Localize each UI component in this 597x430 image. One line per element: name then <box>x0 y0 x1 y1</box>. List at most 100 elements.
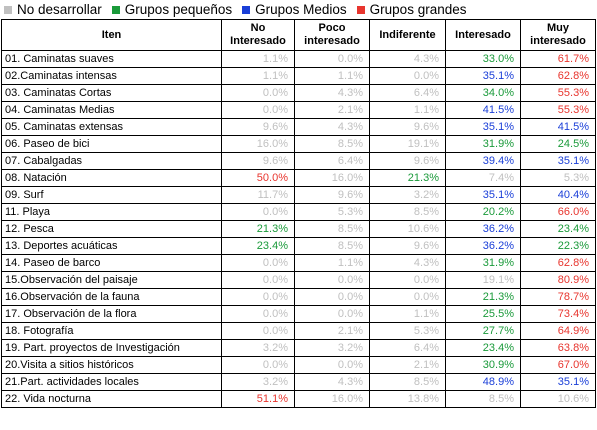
value-cell: 1.1% <box>294 67 370 85</box>
legend-item: Grupos Medios <box>242 2 347 17</box>
item-cell: 18. Fotografía <box>1 322 222 340</box>
value-cell: 21.3% <box>369 169 446 187</box>
value-cell: 51.1% <box>221 390 295 408</box>
table-row: 15.Observación del paisaje 0.0% 0.0% 0.0% 19… <box>1 271 596 289</box>
value-cell: 31.9% <box>445 254 521 272</box>
value-cell: 21.3% <box>445 288 521 306</box>
header-cell: Iten <box>1 19 222 51</box>
legend-swatch <box>111 5 120 14</box>
value-cell: 19.1% <box>445 271 521 289</box>
item-cell: 03. Caminatas Cortas <box>1 84 222 102</box>
value-cell: 55.3% <box>520 101 596 119</box>
value-cell: 0.0% <box>294 356 370 374</box>
value-cell: 16.0% <box>221 135 295 153</box>
value-cell: 27.7% <box>445 322 521 340</box>
value-cell: 0.0% <box>221 254 295 272</box>
value-cell: 7.4% <box>445 169 521 187</box>
item-cell: 07. Cabalgadas <box>1 152 222 170</box>
value-cell: 0.0% <box>221 356 295 374</box>
value-cell: 8.5% <box>294 135 370 153</box>
legend-swatch <box>4 5 12 14</box>
value-cell: 6.4% <box>294 152 370 170</box>
value-cell: 23.4% <box>520 220 596 238</box>
value-cell: 35.1% <box>520 152 596 170</box>
item-cell: 14. Paseo de barco <box>1 254 222 272</box>
value-cell: 0.0% <box>221 84 295 102</box>
table-row: 18. Fotografía 0.0% 2.1% 5.3% 27.7% 64.9% <box>1 322 596 340</box>
value-cell: 1.1% <box>294 254 370 272</box>
value-cell: 6.4% <box>369 84 446 102</box>
value-cell: 10.6% <box>369 220 446 238</box>
value-cell: 10.6% <box>520 390 596 408</box>
header-cell: Indiferente <box>369 19 446 51</box>
value-cell: 8.5% <box>294 237 370 255</box>
table-row: 13. Deportes acuáticas 23.4% 8.5% 9.6% 36.2%… <box>1 237 596 255</box>
table-row: 08. Natación 50.0% 16.0% 21.3% 7.4% 5.3% <box>1 169 596 187</box>
value-cell: 25.5% <box>445 305 521 323</box>
value-cell: 30.9% <box>445 356 521 374</box>
item-cell: 13. Deportes acuáticas <box>1 237 222 255</box>
item-cell: 17. Observación de la flora <box>1 305 222 323</box>
value-cell: 40.4% <box>520 186 596 204</box>
legend-label: Grupos grandes <box>369 2 467 17</box>
value-cell: 62.8% <box>520 254 596 272</box>
value-cell: 80.9% <box>520 271 596 289</box>
value-cell: 0.0% <box>294 50 370 68</box>
legend-swatch <box>242 5 251 14</box>
value-cell: 8.5% <box>369 203 446 221</box>
value-cell: 3.2% <box>221 339 295 357</box>
value-cell: 35.1% <box>445 67 521 85</box>
value-cell: 8.5% <box>445 390 521 408</box>
value-cell: 1.1% <box>369 305 446 323</box>
value-cell: 64.9% <box>520 322 596 340</box>
legend-swatch <box>356 5 365 14</box>
value-cell: 0.0% <box>294 305 370 323</box>
value-cell: 35.1% <box>520 373 596 391</box>
value-cell: 48.9% <box>445 373 521 391</box>
value-cell: 4.3% <box>369 254 446 272</box>
value-cell: 16.0% <box>294 169 370 187</box>
item-cell: 20.Visita a sitios históricos <box>1 356 222 374</box>
table-row: 21.Part. actividades locales 3.2% 4.3% 8.5%… <box>1 373 596 391</box>
legend-item: No desarrollar <box>4 2 102 17</box>
value-cell: 4.3% <box>369 50 446 68</box>
value-cell: 9.6% <box>294 186 370 204</box>
value-cell: 9.6% <box>221 152 295 170</box>
value-cell: 63.8% <box>520 339 596 357</box>
value-cell: 8.5% <box>294 220 370 238</box>
table-row: 09. Surf 11.7% 9.6% 3.2% 35.1% 40.4% <box>1 186 596 204</box>
value-cell: 0.0% <box>369 271 446 289</box>
table-row: 03. Caminatas Cortas 0.0% 4.3% 6.4% 34.0% 55.… <box>1 84 596 102</box>
value-cell: 39.4% <box>445 152 521 170</box>
value-cell: 4.3% <box>294 118 370 136</box>
item-cell: 19. Part. proyectos de Investigación <box>1 339 222 357</box>
value-cell: 9.6% <box>369 152 446 170</box>
legend-label: No desarrollar <box>17 2 102 17</box>
header-cell: Interesado <box>445 19 521 51</box>
value-cell: 0.0% <box>294 288 370 306</box>
table-row: 04. Caminatas Medias 0.0% 2.1% 1.1% 41.5% 55.… <box>1 101 596 119</box>
item-cell: 08. Natación <box>1 169 222 187</box>
table-row: 20.Visita a sitios históricos 0.0% 0.0% 2.1… <box>1 356 596 374</box>
item-cell: 11. Playa <box>1 203 222 221</box>
value-cell: 61.7% <box>520 50 596 68</box>
legend-label: Grupos Medios <box>255 2 347 17</box>
value-cell: 50.0% <box>221 169 295 187</box>
value-cell: 2.1% <box>294 322 370 340</box>
value-cell: 9.6% <box>369 237 446 255</box>
item-cell: 15.Observación del paisaje <box>1 271 222 289</box>
table-row: 02.Caminatas intensas 1.1% 1.1% 0.0% 35.1% 62… <box>1 67 596 85</box>
value-cell: 13.8% <box>369 390 446 408</box>
legend-item: Grupos pequeños <box>111 2 232 17</box>
value-cell: 78.7% <box>520 288 596 306</box>
value-cell: 36.2% <box>445 237 521 255</box>
table-row: 14. Paseo de barco 0.0% 1.1% 4.3% 31.9% 62.8% <box>1 254 596 272</box>
value-cell: 41.5% <box>520 118 596 136</box>
header-cell: Muy interesado <box>520 19 596 51</box>
value-cell: 0.0% <box>221 203 295 221</box>
item-cell: 22. Vida nocturna <box>1 390 222 408</box>
value-cell: 62.8% <box>520 67 596 85</box>
item-cell: 21.Part. actividades locales <box>1 373 222 391</box>
table-row: 05. Caminatas extensas 9.6% 4.3% 9.6% 35.1% 4… <box>1 118 596 136</box>
